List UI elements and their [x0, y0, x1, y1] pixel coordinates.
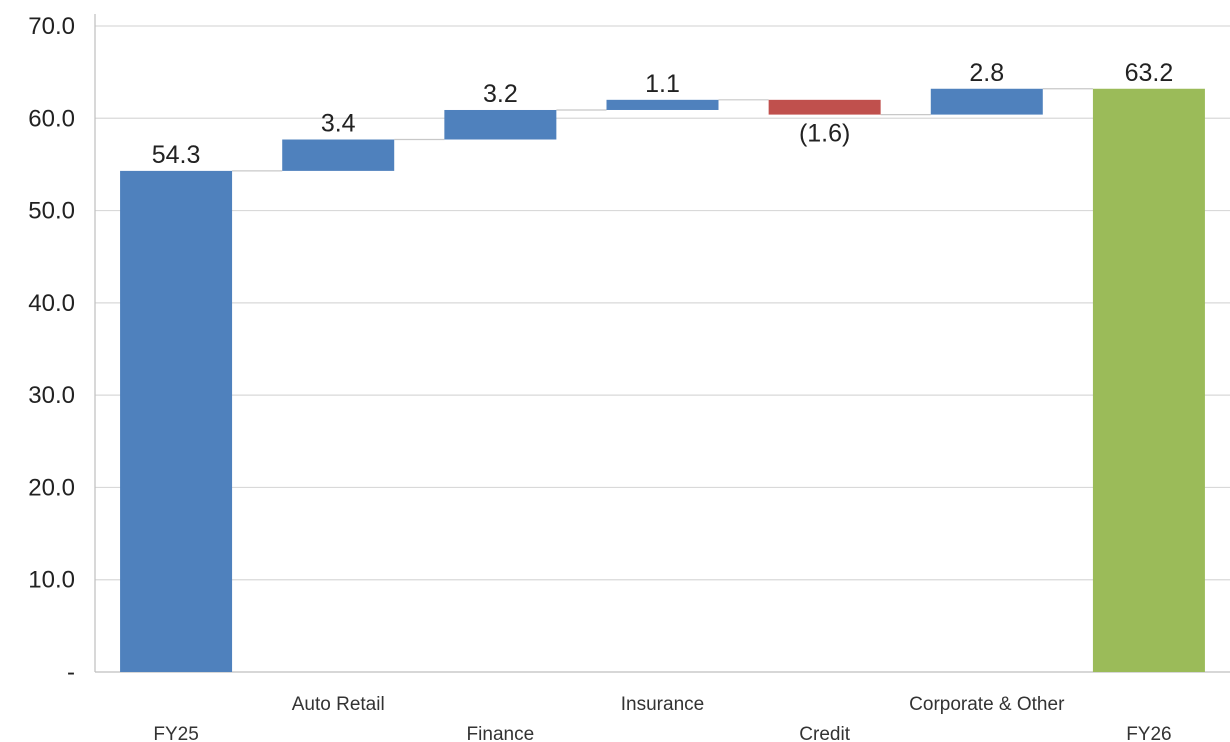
- y-tick-label: 10.0: [28, 567, 75, 594]
- bar-insurance: [606, 99, 719, 110]
- y-tick-label: 30.0: [28, 382, 75, 409]
- data-label: 3.2: [483, 80, 518, 108]
- data-label: 63.2: [1125, 59, 1174, 87]
- y-tick-label: 70.0: [28, 13, 75, 40]
- y-axis-tick-labels: - 10.0 20.0 30.0 40.0 50.0 60.0 70.0: [28, 13, 75, 686]
- connector-lines: [232, 88, 1093, 172]
- bar-corporate-other: [930, 88, 1043, 115]
- category-label: Insurance: [621, 694, 704, 715]
- y-tick-label: 60.0: [28, 105, 75, 132]
- category-label: FY26: [1126, 724, 1171, 742]
- data-label: (1.6): [799, 120, 850, 148]
- x-axis-category-labels: FY25 Auto Retail Finance Insurance Credit Cor…: [153, 694, 1171, 742]
- data-label: 1.1: [645, 70, 680, 98]
- bar-auto-retail: [282, 139, 395, 171]
- data-label: 3.4: [321, 110, 356, 138]
- data-labels: 54.3 3.4 3.2 1.1 (1.6) 2.8 63.2: [152, 59, 1174, 169]
- gridlines: [94, 14, 1230, 673]
- y-tick-label: 50.0: [28, 198, 75, 225]
- bar-fy25: [120, 170, 233, 673]
- bar-credit: [768, 99, 881, 115]
- category-label: Corporate & Other: [909, 694, 1065, 715]
- bar-finance: [444, 109, 557, 140]
- y-tick-label: 20.0: [28, 474, 75, 501]
- category-label: FY25: [153, 724, 198, 742]
- data-label: 54.3: [152, 141, 201, 169]
- y-tick-label: -: [67, 659, 75, 686]
- category-label: Credit: [799, 724, 850, 742]
- category-label: Auto Retail: [292, 694, 385, 715]
- data-label: 2.8: [969, 59, 1004, 87]
- category-label: Finance: [467, 724, 535, 742]
- y-tick-label: 40.0: [28, 290, 75, 317]
- bar-fy26: [1092, 88, 1205, 673]
- bars: [120, 88, 1205, 673]
